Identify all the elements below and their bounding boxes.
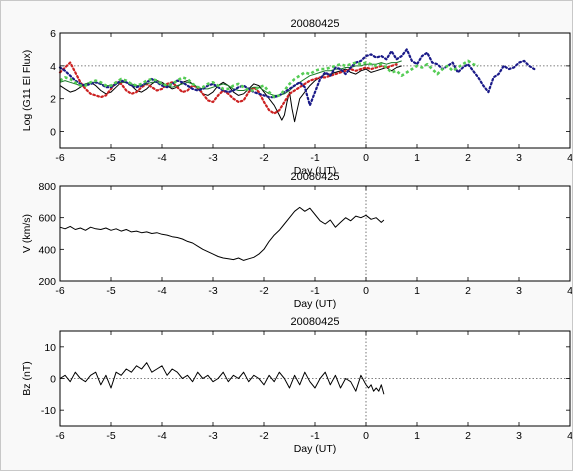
x-tick-label: -3 <box>208 152 217 164</box>
y-axis-label: Bz (nT) <box>21 361 33 395</box>
panel-title: 20080425 <box>291 171 340 183</box>
x-tick-label: 1 <box>414 285 420 297</box>
y-tick-label: 2 <box>50 94 56 106</box>
panel-title: 20080425 <box>291 316 340 328</box>
x-tick-label: 4 <box>567 430 572 442</box>
x-tick-label: -3 <box>208 430 217 442</box>
x-tick-label: 3 <box>516 285 522 297</box>
y-tick-label: 200 <box>38 276 56 288</box>
x-tick-label: -6 <box>55 430 64 442</box>
x-tick-label: -1 <box>310 152 319 164</box>
x-tick-label: -6 <box>55 285 64 297</box>
y-tick-label: 600 <box>38 213 56 225</box>
x-axis-label: Day (UT) <box>294 165 337 177</box>
x-tick-label: -6 <box>55 152 64 164</box>
x-tick-label: 2 <box>465 152 471 164</box>
x-tick-label: 2 <box>465 430 471 442</box>
plot-area <box>60 331 570 426</box>
y-tick-label: 800 <box>38 181 56 193</box>
y-tick-label: -10 <box>41 405 56 417</box>
x-tick-label: 4 <box>567 152 572 164</box>
x-axis-label: Day (UT) <box>294 298 337 310</box>
y-tick-label: 4 <box>50 61 56 73</box>
x-tick-label: 1 <box>414 430 420 442</box>
y-tick-label: 0 <box>50 127 56 139</box>
series-line-3 <box>58 48 536 107</box>
series-line-4 <box>59 59 479 99</box>
x-tick-label: -5 <box>106 152 115 164</box>
y-tick-label: 6 <box>50 28 56 40</box>
y-tick-label: 0 <box>50 374 56 386</box>
x-tick-label: 3 <box>516 152 522 164</box>
series-line-0 <box>59 206 385 261</box>
x-tick-label: -4 <box>157 430 166 442</box>
series-line-2 <box>59 60 402 96</box>
y-tick-label: 10 <box>44 342 56 354</box>
x-tick-label: 0 <box>363 152 369 164</box>
plot-area <box>60 186 570 281</box>
x-tick-label: -2 <box>259 430 268 442</box>
speed-panel: -6 -5 -4 -3 -2 -1 0 1 2 3 4 200 400 600 800 20080425 Day… <box>21 171 572 310</box>
x-tick-label: -3 <box>208 285 217 297</box>
x-tick-label: -2 <box>259 152 268 164</box>
y-axis-label: V (km/s) <box>21 214 33 253</box>
x-tick-label: 1 <box>414 152 420 164</box>
series-line-0 <box>59 362 385 395</box>
x-axis-label: Day (UT) <box>294 443 337 455</box>
x-tick-label: 0 <box>363 285 369 297</box>
x-tick-label: -2 <box>259 285 268 297</box>
x-tick-label: -5 <box>106 430 115 442</box>
x-tick-label: -1 <box>310 285 319 297</box>
x-tick-label: 4 <box>567 285 572 297</box>
flux-panel: -6 -5 -4 -3 -2 -1 0 1 2 3 4 0 2 4 6 20080425 Day (UT) Log… <box>21 18 572 177</box>
x-tick-label: -1 <box>310 430 319 442</box>
x-tick-label: 2 <box>465 285 471 297</box>
x-tick-label: 0 <box>363 430 369 442</box>
x-tick-label: -4 <box>157 285 166 297</box>
panel-title: 20080425 <box>291 18 340 30</box>
x-tick-label: -4 <box>157 152 166 164</box>
y-axis-label: Log (G11 El Flux) <box>21 50 33 132</box>
x-tick-label: 3 <box>516 430 522 442</box>
y-tick-label: 400 <box>38 244 56 256</box>
x-tick-label: -5 <box>106 285 115 297</box>
